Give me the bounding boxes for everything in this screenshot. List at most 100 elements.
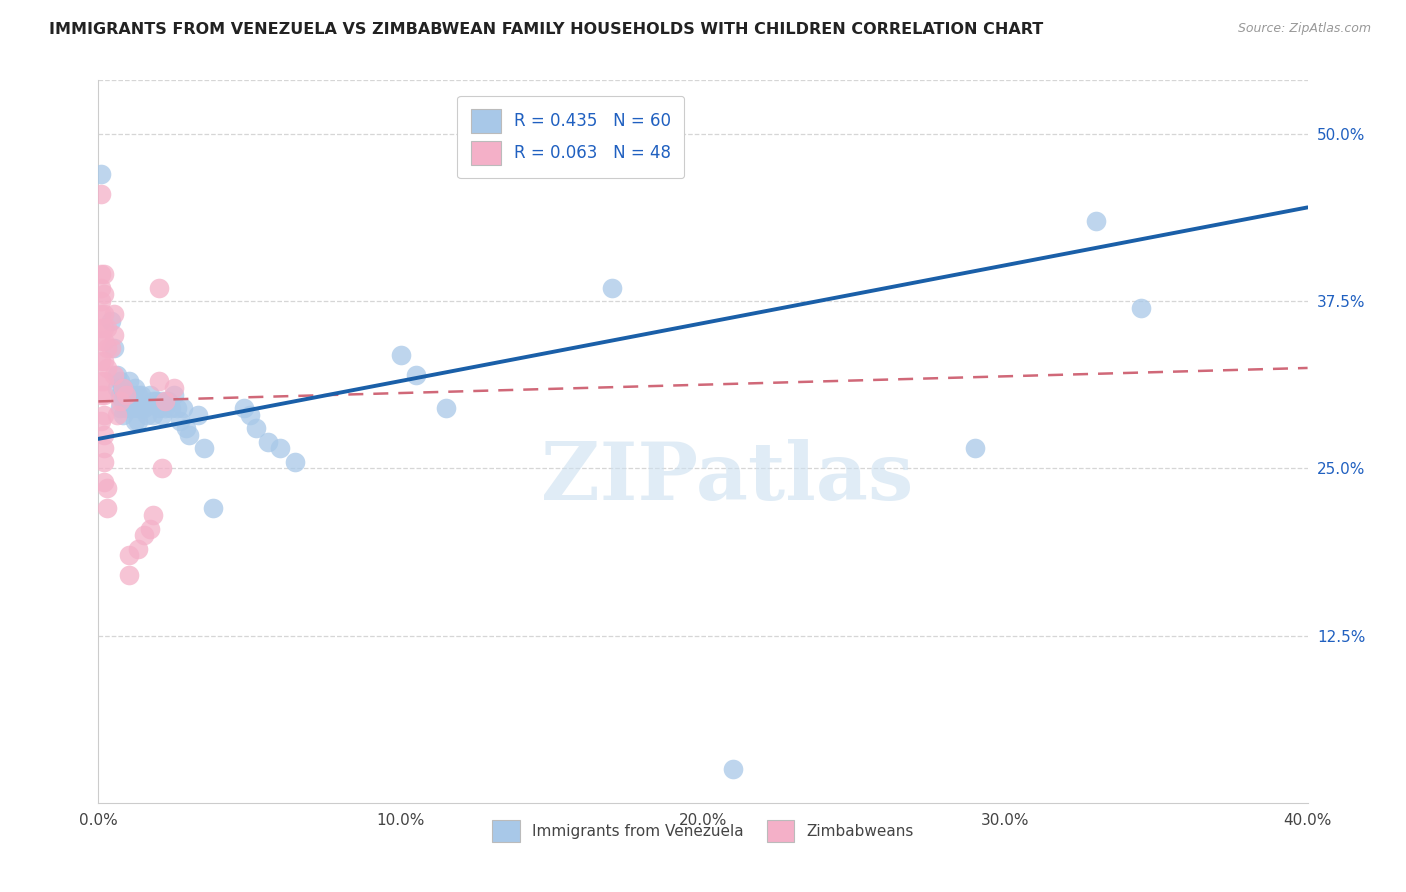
Point [142, 508, 165, 523]
Point [202, 501, 225, 516]
Point [105, 368, 128, 382]
Point [93, 307, 115, 322]
Point [132, 528, 155, 542]
Point [124, 394, 146, 409]
Point [114, 387, 136, 401]
Point [90, 354, 112, 368]
Point [96, 361, 118, 376]
Point [145, 394, 167, 409]
Point [108, 387, 131, 401]
Point [156, 394, 179, 409]
Point [389, 348, 412, 362]
Point [723, 762, 745, 776]
Point [139, 387, 162, 401]
Point [965, 442, 987, 455]
Point [269, 442, 291, 455]
Point [100, 341, 122, 355]
Point [139, 521, 162, 535]
Point [93, 268, 115, 282]
Point [118, 375, 141, 389]
Point [150, 461, 173, 475]
Point [90, 334, 112, 349]
Text: ZIPatlas: ZIPatlas [541, 439, 914, 516]
Point [93, 354, 115, 368]
Point [163, 387, 186, 401]
Point [111, 381, 134, 395]
Point [434, 401, 457, 416]
Point [93, 375, 115, 389]
Point [118, 568, 141, 582]
Point [193, 442, 215, 455]
Point [142, 408, 165, 422]
Point [90, 281, 112, 295]
Point [103, 368, 125, 382]
Point [96, 501, 118, 516]
Point [150, 408, 173, 422]
Point [121, 401, 143, 416]
Text: IMMIGRANTS FROM VENEZUELA VS ZIMBABWEAN FAMILY HOUSEHOLDS WITH CHILDREN CORRELAT: IMMIGRANTS FROM VENEZUELA VS ZIMBABWEAN … [49, 22, 1043, 37]
Point [239, 408, 262, 422]
Point [100, 314, 122, 328]
Point [90, 321, 112, 335]
Point [187, 408, 209, 422]
Point [153, 394, 176, 409]
Point [90, 187, 112, 202]
Point [93, 287, 115, 301]
Point [129, 387, 152, 401]
Point [93, 387, 115, 401]
Point [148, 401, 170, 416]
Point [93, 334, 115, 349]
Point [108, 401, 131, 416]
Point [256, 434, 278, 449]
Point [90, 387, 112, 401]
Point [93, 408, 115, 422]
Point [172, 401, 194, 416]
Point [90, 294, 112, 309]
Point [93, 455, 115, 469]
Text: Source: ZipAtlas.com: Source: ZipAtlas.com [1237, 22, 1371, 36]
Point [160, 401, 183, 416]
Point [93, 321, 115, 335]
Point [127, 387, 149, 401]
Point [93, 442, 115, 455]
Point [135, 408, 157, 422]
Point [118, 548, 141, 563]
Point [90, 268, 112, 282]
Point [245, 421, 267, 435]
Point [150, 394, 173, 409]
Point [105, 408, 128, 422]
Point [405, 368, 427, 382]
Point [148, 375, 170, 389]
Point [111, 408, 134, 422]
Point [127, 414, 149, 429]
Point [96, 341, 118, 355]
Point [90, 375, 112, 389]
Point [118, 401, 141, 416]
Point [148, 281, 170, 295]
Point [129, 401, 152, 416]
Point [105, 381, 128, 395]
Point [114, 401, 136, 416]
Point [103, 341, 125, 355]
Point [124, 414, 146, 429]
Point [111, 381, 134, 395]
Point [103, 307, 125, 322]
Point [1130, 301, 1153, 315]
Point [103, 327, 125, 342]
Point [132, 401, 155, 416]
Point [284, 455, 307, 469]
Point [166, 401, 188, 416]
Point [124, 381, 146, 395]
Point [111, 394, 134, 409]
Point [179, 427, 201, 442]
Point [142, 394, 165, 409]
Point [108, 394, 131, 409]
Point [153, 401, 176, 416]
Point [108, 375, 131, 389]
Point [114, 387, 136, 401]
Point [90, 307, 112, 322]
Point [93, 475, 115, 489]
Legend: Immigrants from Venezuela, Zimbabweans: Immigrants from Venezuela, Zimbabweans [485, 813, 921, 849]
Point [96, 321, 118, 335]
Point [127, 401, 149, 416]
